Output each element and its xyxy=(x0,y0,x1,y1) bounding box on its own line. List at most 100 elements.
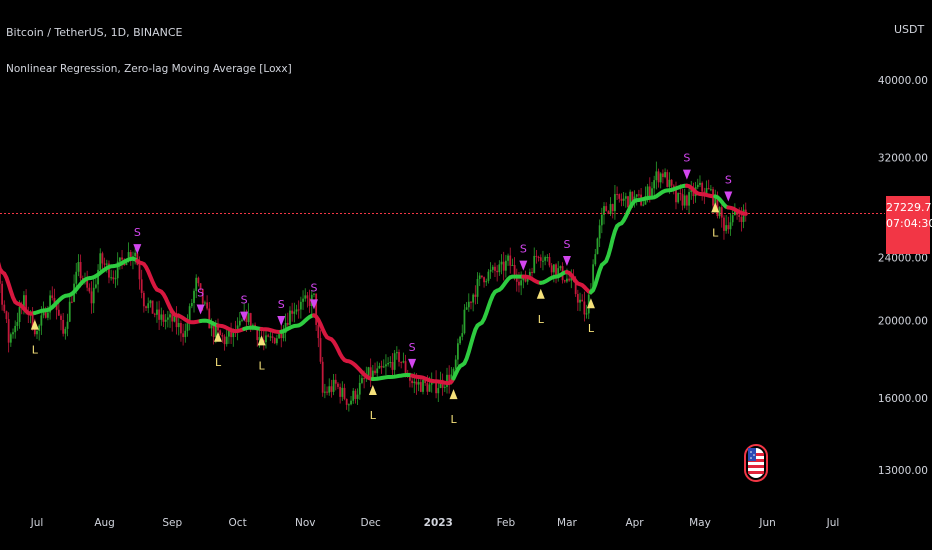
candle-body xyxy=(446,374,448,387)
candle-body xyxy=(664,172,666,178)
zlma-segment-up xyxy=(242,325,264,331)
candle-body xyxy=(520,280,523,286)
candle-body xyxy=(714,195,717,206)
candle-body xyxy=(49,295,51,313)
candle-body xyxy=(470,301,472,303)
candle-body xyxy=(228,330,230,337)
candle-body xyxy=(609,204,612,214)
candle-body xyxy=(539,257,542,261)
long-signal-label: L xyxy=(538,313,545,326)
candle-body xyxy=(99,253,102,270)
candle-body xyxy=(304,295,307,299)
candle-body xyxy=(456,343,459,360)
candle-body xyxy=(648,186,651,196)
candle-body xyxy=(393,353,396,370)
zlma-segment-down xyxy=(135,258,203,325)
candle-body xyxy=(378,365,381,369)
candle-body xyxy=(707,188,710,190)
candle-body xyxy=(537,256,540,258)
candle-body xyxy=(487,271,490,281)
candle-body xyxy=(230,330,232,338)
candle-body xyxy=(9,334,12,343)
indicator-title[interactable]: Nonlinear Regression, Zero-lag Moving Av… xyxy=(6,63,292,75)
time-tick-label: Sep xyxy=(162,517,182,529)
candle-body xyxy=(160,314,163,320)
zlma-segment-down xyxy=(216,323,247,334)
candle-body xyxy=(337,383,339,387)
candle-body xyxy=(79,262,82,279)
candle-body xyxy=(690,189,693,193)
long-signal-arrow xyxy=(536,288,545,299)
candle-body xyxy=(502,261,505,271)
short-signal-label: S xyxy=(725,174,732,187)
candle-body xyxy=(114,278,117,280)
short-signal-label: S xyxy=(134,226,141,239)
candle-body xyxy=(417,382,420,385)
candle-body xyxy=(369,367,372,378)
candle-body xyxy=(7,319,10,343)
zlma-segment-up xyxy=(713,194,731,210)
candle-body xyxy=(646,186,649,197)
candle-body xyxy=(742,209,745,222)
candle-body xyxy=(443,386,446,388)
candle-body xyxy=(116,261,119,279)
us-flag-icon[interactable] xyxy=(744,444,768,482)
candle-body xyxy=(105,263,108,265)
candle-body xyxy=(716,195,719,217)
candle-body xyxy=(275,338,278,344)
candle-body xyxy=(145,306,147,309)
candle-body xyxy=(681,194,684,206)
signal-markers: L S S L S L S S L S L S L S L S L S xyxy=(30,152,733,426)
candle-body xyxy=(563,280,566,282)
candle-body xyxy=(267,335,270,337)
candle-body xyxy=(655,171,658,181)
candle-body xyxy=(638,194,640,196)
candle-body xyxy=(108,263,110,278)
candle-body xyxy=(103,263,106,265)
candle-body xyxy=(40,315,43,326)
candle-body xyxy=(151,300,154,314)
candle-body xyxy=(546,257,549,259)
candle-body xyxy=(323,391,326,393)
candle-body xyxy=(313,293,315,295)
candle-body xyxy=(188,306,191,324)
candle-body xyxy=(330,386,333,392)
zlma-segment-up xyxy=(370,372,415,381)
candle-body xyxy=(206,302,209,309)
candle-body xyxy=(363,378,366,380)
candle-body xyxy=(138,264,141,280)
candle-body xyxy=(112,277,115,280)
short-signal-label: S xyxy=(241,294,248,307)
candle-body xyxy=(616,194,618,196)
candle-body xyxy=(156,309,158,315)
price-tick-label: 40000.00 xyxy=(878,75,928,87)
candle-body xyxy=(474,294,477,297)
candle-body xyxy=(413,381,416,384)
long-signal-arrow xyxy=(711,202,720,213)
candle-body xyxy=(317,324,320,339)
candle-body xyxy=(729,222,732,230)
candle-body xyxy=(607,211,610,214)
candle-body xyxy=(361,378,363,383)
price-tick-label: 16000.00 xyxy=(878,393,928,405)
candle-body xyxy=(225,336,228,345)
candle-body xyxy=(513,264,516,275)
candle-body xyxy=(614,194,616,212)
short-signal-label: S xyxy=(409,341,416,354)
long-signal-arrow xyxy=(214,331,223,342)
candle-body xyxy=(374,370,376,374)
candle-body xyxy=(36,330,38,335)
candle-body xyxy=(699,182,701,185)
candle-body xyxy=(199,283,202,289)
candle-body xyxy=(389,362,392,364)
candle-body xyxy=(611,204,614,212)
candle-body xyxy=(422,379,424,392)
zlma-segment-up xyxy=(198,318,220,328)
symbol-title[interactable]: Bitcoin / TetherUS, 1D, BINANCE xyxy=(6,26,183,39)
candle-body xyxy=(33,328,36,335)
candle-body xyxy=(18,306,21,323)
candle-body xyxy=(371,370,374,378)
candle-body xyxy=(297,309,300,311)
candle-body xyxy=(385,364,387,367)
